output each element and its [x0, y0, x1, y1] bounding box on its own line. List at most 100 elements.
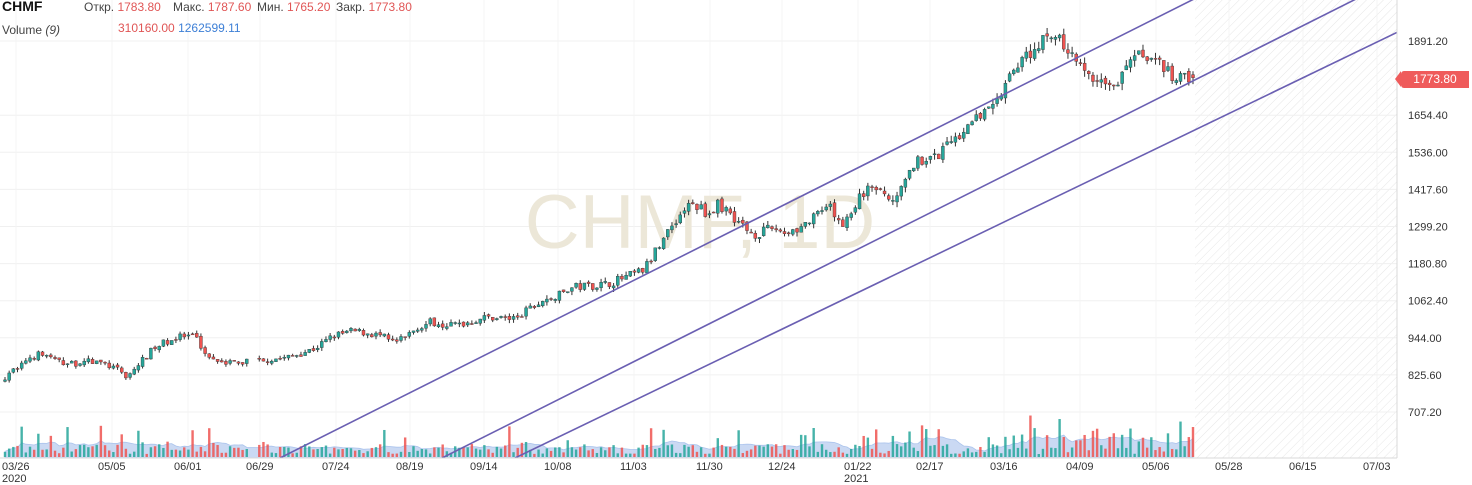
volume-bar: [879, 452, 882, 457]
price-axis[interactable]: 1891.20 1654.40 1536.00 1417.60 1299.20 1180.…: [1408, 36, 1448, 419]
candle-body: [670, 225, 674, 231]
volume-bar: [1170, 448, 1174, 457]
volume-bar: [837, 447, 840, 457]
volume-bar: [1033, 428, 1036, 457]
candle-body: [274, 358, 278, 362]
volume-bar: [1050, 447, 1053, 457]
candle-body: [1049, 37, 1053, 40]
candle-body: [1087, 71, 1091, 75]
candle-body: [766, 224, 770, 229]
volume-bar: [1095, 428, 1099, 457]
candle-body: [24, 360, 28, 364]
volume-bar: [1166, 433, 1170, 457]
volume-bar: [883, 453, 886, 457]
symbol-name[interactable]: CHMF: [2, 0, 43, 14]
regression-channel[interactable]: [279, 0, 1402, 458]
volume-bar: [516, 447, 519, 457]
volume-bar: [120, 434, 123, 457]
volume-bar: [679, 453, 682, 457]
low-value: 1765.20: [287, 0, 331, 14]
volume-bar: [24, 452, 28, 457]
candle-body: [411, 330, 416, 333]
volume-bar: [333, 447, 336, 457]
time-axis[interactable]: 03/26 05/05 06/01 06/29 07/24 08/19 09/14 10/08…: [2, 461, 1391, 485]
volume-bar: [1129, 428, 1132, 457]
volume-bar: [891, 435, 895, 457]
volume-bar: [708, 453, 711, 457]
volume-bar: [995, 445, 999, 457]
volume-bar: [1137, 441, 1141, 457]
candle-body: [1107, 82, 1112, 85]
volume-bar: [41, 449, 44, 457]
candle-body: [145, 357, 149, 360]
candle-body: [870, 186, 874, 188]
volume-bar: [1191, 427, 1195, 457]
candle-body: [295, 355, 299, 357]
candle-body: [603, 281, 607, 283]
candle-body: [853, 207, 858, 213]
close-label: Закр.: [336, 0, 366, 14]
candle-body: [470, 323, 474, 325]
volume-bar: [1008, 449, 1011, 457]
candle-body: [236, 361, 241, 364]
volume-bar: [858, 446, 861, 457]
volume-bar: [950, 453, 953, 457]
candle-body: [820, 210, 824, 212]
candle-body: [578, 283, 582, 290]
volume-bar: [53, 450, 57, 457]
candle-body: [916, 156, 920, 169]
volume-bar: [624, 453, 628, 457]
candle-body: [857, 193, 862, 210]
volume-bar: [278, 446, 282, 457]
volume-bar: [812, 428, 815, 457]
volume-bar: [699, 447, 703, 457]
volume-bar: [554, 447, 557, 457]
volume-bar: [49, 435, 53, 457]
volume-bar: [366, 451, 369, 457]
candle-body: [557, 290, 562, 301]
volume-bar: [1025, 448, 1028, 457]
volume-bar: [524, 442, 528, 457]
candle-body: [1170, 65, 1174, 81]
candle-body: [132, 368, 136, 375]
volume-bar: [349, 448, 353, 457]
candle-body: [978, 113, 983, 119]
candle-body: [686, 203, 691, 212]
candle-body: [424, 324, 428, 329]
candle-body: [1045, 33, 1049, 37]
volume-bar: [733, 448, 736, 457]
volume-bar: [595, 452, 599, 457]
candle-body: [1103, 77, 1108, 85]
volume-bar: [495, 446, 499, 457]
volume-bar: [378, 444, 382, 457]
volume-bar: [520, 442, 524, 457]
volume-label[interactable]: Volume: [2, 23, 43, 37]
volume-bar: [433, 447, 436, 457]
volume-bar: [745, 450, 749, 457]
volume-bar: [166, 441, 169, 457]
candle-body: [415, 329, 420, 332]
candle-body: [636, 268, 641, 273]
volume-bar: [353, 450, 357, 457]
low-label: Мин.: [257, 0, 284, 14]
candle-body: [695, 203, 699, 210]
candle-body: [7, 372, 11, 381]
volume-bar: [62, 447, 65, 457]
volume-bar: [1075, 440, 1078, 457]
candle-body: [57, 357, 61, 360]
volume-bar: [662, 429, 665, 457]
candle-body: [699, 204, 703, 210]
candle-body: [616, 276, 620, 286]
volume-bar: [374, 447, 378, 457]
candle-body: [140, 357, 145, 367]
candle-body: [803, 222, 808, 227]
volume-bar: [191, 430, 194, 457]
candle-body: [353, 328, 357, 332]
x-tick-label: 05/06: [1142, 461, 1170, 473]
volume-bar: [383, 429, 386, 457]
volume-bar: [445, 451, 449, 457]
volume-bar: [341, 449, 344, 457]
volume-bar: [66, 427, 69, 457]
volume-bar: [887, 450, 890, 457]
